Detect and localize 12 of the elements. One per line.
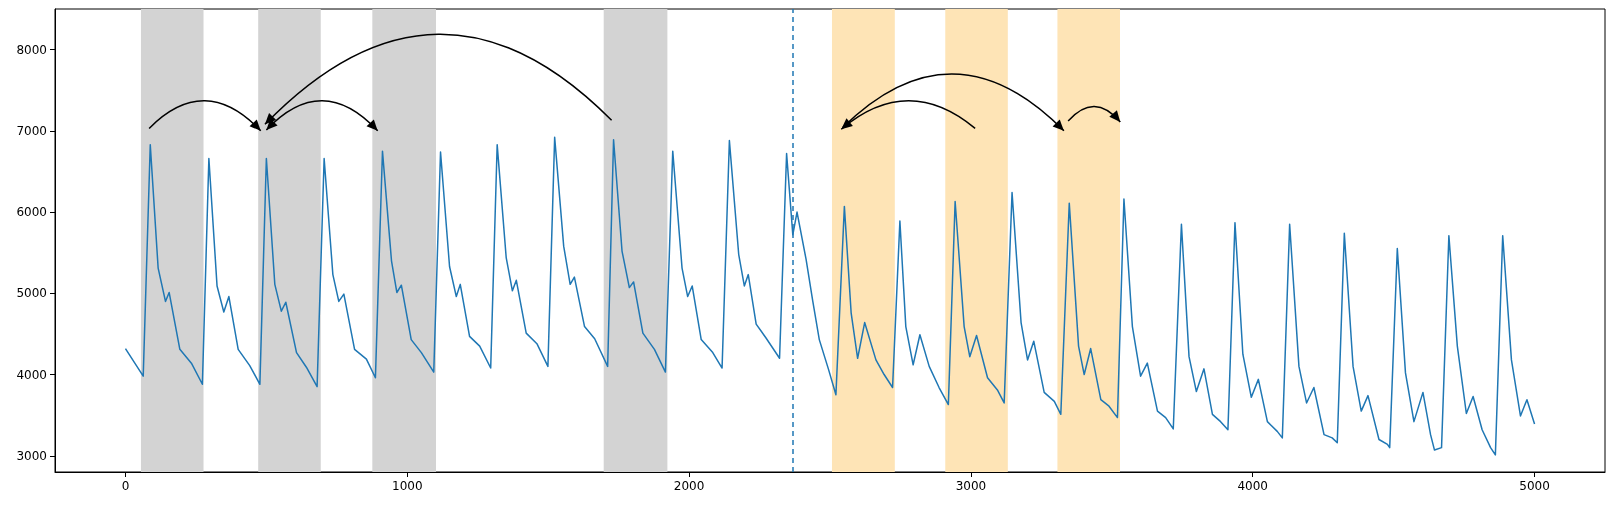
x-tick-label: 4000 <box>1237 479 1268 493</box>
x-tick-label: 3000 <box>955 479 987 493</box>
y-tick-label: 6000 <box>16 205 47 220</box>
x-tick-label: 5000 <box>1519 479 1550 493</box>
y-tick-label: 7000 <box>16 123 47 138</box>
y-tick-label: 5000 <box>16 286 47 301</box>
x-tick-label: 0 <box>121 479 130 493</box>
y-tick-label: 3000 <box>16 448 47 463</box>
y-tick-label: 4000 <box>16 367 47 382</box>
y-tick-label: 8000 <box>16 42 47 57</box>
x-tick-label: 2000 <box>673 479 705 493</box>
x-tick-label: 1000 <box>392 479 423 493</box>
